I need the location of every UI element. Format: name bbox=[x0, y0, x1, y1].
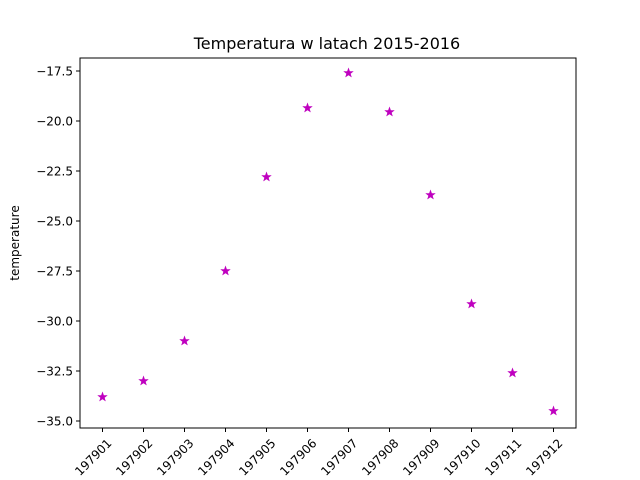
y-tick-label: −20.0 bbox=[36, 115, 73, 129]
plot-area-frame bbox=[79, 57, 577, 429]
data-point-star bbox=[507, 367, 518, 378]
y-tick-label: −32.5 bbox=[36, 365, 73, 379]
x-tick-label: 197901 bbox=[72, 436, 114, 478]
data-point-star bbox=[466, 298, 477, 309]
y-tick-label: −22.5 bbox=[36, 165, 73, 179]
x-tick-label: 197909 bbox=[400, 436, 442, 478]
y-tick-label: −27.5 bbox=[36, 265, 73, 279]
y-axis-label: temperature bbox=[8, 205, 22, 280]
y-tick-label: −25.0 bbox=[36, 215, 73, 229]
x-tick-label: 197904 bbox=[195, 436, 237, 478]
x-tick-label: 197907 bbox=[318, 436, 360, 478]
data-point-star bbox=[220, 265, 231, 276]
data-point-star bbox=[261, 171, 272, 182]
y-tick-label: −17.5 bbox=[36, 65, 73, 79]
data-point-star bbox=[302, 102, 313, 113]
data-points bbox=[97, 67, 559, 416]
x-tick-label: 197902 bbox=[113, 436, 155, 478]
x-tick-label: 197911 bbox=[482, 436, 524, 478]
data-point-star bbox=[97, 391, 108, 402]
chart-title: Temperatura w latach 2015-2016 bbox=[193, 34, 460, 53]
x-tick-label: 197905 bbox=[236, 436, 278, 478]
data-point-star bbox=[384, 106, 395, 117]
x-tick-label: 197903 bbox=[154, 436, 196, 478]
data-point-star bbox=[179, 335, 190, 346]
data-point-star bbox=[138, 375, 149, 386]
y-tick-label: −30.0 bbox=[36, 315, 73, 329]
x-axis-ticks: 1979011979021979031979041979051979061979… bbox=[72, 428, 566, 478]
data-point-star bbox=[425, 189, 436, 200]
y-tick-label: −35.0 bbox=[36, 415, 73, 429]
data-point-star bbox=[343, 67, 354, 78]
y-axis-ticks: −35.0 −32.5 −30.0 −27.5 −25.0 −22.5 −20.0 −17.5 bbox=[36, 65, 80, 429]
x-tick-label: 197910 bbox=[441, 436, 483, 478]
x-tick-label: 197912 bbox=[523, 436, 565, 478]
x-tick-label: 197908 bbox=[359, 436, 401, 478]
data-point-star bbox=[548, 405, 559, 416]
x-tick-label: 197906 bbox=[277, 436, 319, 478]
